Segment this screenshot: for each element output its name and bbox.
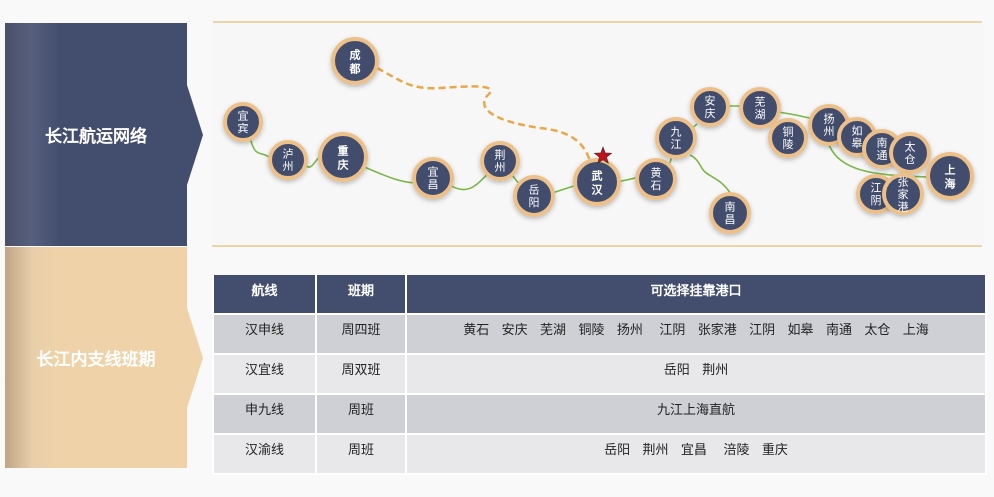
port-node[interactable]: 武汉 bbox=[573, 158, 621, 206]
port-node[interactable]: 九江 bbox=[655, 117, 697, 159]
port-label: 海 bbox=[945, 176, 956, 190]
port-label: 荆 bbox=[495, 149, 506, 162]
port-label: 石 bbox=[651, 179, 662, 192]
port-label: 泸 bbox=[283, 148, 294, 161]
header-ports: 可选择挂靠港口 bbox=[405, 275, 987, 315]
port-node[interactable]: 张家港 bbox=[882, 173, 924, 215]
port-node[interactable]: 太仓 bbox=[889, 132, 931, 174]
port-label: 成 bbox=[350, 47, 361, 61]
port-label: 通 bbox=[877, 149, 888, 162]
port-node[interactable]: 南通 bbox=[862, 129, 902, 169]
port-node[interactable]: 成都 bbox=[331, 37, 379, 85]
port-label: 汉 bbox=[592, 182, 604, 196]
port-label: 江 bbox=[871, 182, 882, 195]
port-label: 家 bbox=[898, 187, 909, 201]
schedule-table: 航线 班期 可选择挂靠港口 汉申线 周四班 黄石 安庆 芜湖 铜陵 扬州 江阴 张家… bbox=[212, 275, 987, 475]
port-label: 安 bbox=[705, 94, 716, 108]
cell-schedule: 周双班 bbox=[315, 353, 407, 395]
port-label: 湖 bbox=[755, 108, 766, 121]
port-node[interactable]: 岳阳 bbox=[513, 175, 555, 217]
port-node[interactable]: 泸州 bbox=[268, 140, 308, 180]
port-node[interactable]: 上海 bbox=[926, 152, 974, 200]
table-row: 汉渝线 周班 岳阳 荆州 宜昌 涪陵 重庆 bbox=[212, 433, 987, 475]
port-node[interactable]: 宜昌 bbox=[412, 157, 454, 199]
port-label: 黄 bbox=[651, 166, 662, 180]
port-label: 昌 bbox=[428, 178, 439, 191]
cell-schedule: 周四班 bbox=[315, 313, 407, 355]
river-branch-line bbox=[689, 154, 735, 201]
port-label: 九 bbox=[671, 126, 682, 139]
port-node[interactable]: 重庆 bbox=[318, 132, 368, 182]
port-label: 港 bbox=[898, 200, 909, 213]
port-node[interactable]: 荆州 bbox=[480, 141, 520, 181]
port-label: 宾 bbox=[238, 121, 249, 135]
cell-route: 申九线 bbox=[212, 393, 317, 435]
port-node[interactable]: 芜湖 bbox=[739, 87, 781, 129]
port-label: 阳 bbox=[529, 196, 540, 209]
section-arrow bbox=[187, 85, 203, 185]
cell-schedule: 周班 bbox=[315, 433, 407, 475]
port-label: 州 bbox=[283, 160, 294, 173]
network-label: 长江航运网络 bbox=[45, 127, 147, 147]
port-label: 庆 bbox=[705, 106, 716, 120]
port-label: 上 bbox=[945, 162, 956, 176]
port-label: 宜 bbox=[238, 109, 249, 123]
port-label: 都 bbox=[349, 61, 361, 75]
cell-schedule: 周班 bbox=[315, 393, 407, 435]
schedule-label: 长江内支线班期 bbox=[36, 350, 156, 370]
port-label: 陵 bbox=[783, 138, 794, 151]
port-label: 太 bbox=[905, 141, 916, 154]
divider bbox=[213, 21, 982, 23]
port-label: 岳 bbox=[529, 184, 540, 197]
table-row: 申九线 周班 九江上海直航 bbox=[212, 393, 987, 435]
port-label: 张 bbox=[898, 175, 909, 188]
header-route: 航线 bbox=[212, 275, 317, 315]
port-label: 芜 bbox=[755, 95, 766, 109]
port-label: 阴 bbox=[871, 194, 882, 207]
divider bbox=[212, 245, 982, 247]
section-label-network: 长江航运网络 bbox=[5, 23, 187, 246]
cell-ports: 九江上海直航 bbox=[405, 393, 987, 435]
cell-route: 汉渝线 bbox=[212, 433, 317, 475]
port-label: 南 bbox=[877, 137, 888, 150]
port-label: 昌 bbox=[725, 213, 736, 226]
port-node[interactable]: 宜宾 bbox=[223, 102, 263, 142]
port-label: 南 bbox=[725, 201, 736, 214]
table-row: 汉宜线 周双班 岳阳 荆州 bbox=[212, 353, 987, 395]
port-node[interactable]: 黄石 bbox=[635, 158, 677, 200]
port-label: 扬 bbox=[824, 112, 835, 126]
port-node[interactable]: 铜陵 bbox=[768, 118, 808, 158]
section-arrow bbox=[187, 308, 203, 408]
port-label: 州 bbox=[495, 161, 506, 174]
port-label: 仓 bbox=[905, 152, 916, 166]
port-node[interactable]: 安庆 bbox=[690, 87, 730, 127]
star-icon bbox=[593, 146, 613, 164]
table-row: 汉申线 周四班 黄石 安庆 芜湖 铜陵 扬州 江阴 张家港 江阴 如皋 南通 太仓 … bbox=[212, 313, 987, 355]
port-label: 宜 bbox=[428, 165, 439, 179]
port-label: 重 bbox=[338, 143, 349, 157]
section-label-schedule: 长江内支线班期 bbox=[5, 247, 187, 468]
port-label: 皋 bbox=[852, 136, 863, 150]
cell-route: 汉申线 bbox=[212, 313, 317, 355]
port-label: 庆 bbox=[337, 157, 349, 171]
cell-ports: 岳阳 荆州 宜昌 涪陵 重庆 bbox=[405, 433, 987, 475]
port-label: 如 bbox=[852, 124, 863, 138]
port-label: 州 bbox=[824, 125, 835, 138]
port-node[interactable]: 南昌 bbox=[709, 192, 751, 234]
chengdu-wuhan-route bbox=[376, 66, 592, 161]
port-label: 铜 bbox=[783, 125, 794, 139]
cell-route: 汉宜线 bbox=[212, 353, 317, 395]
port-label: 武 bbox=[592, 168, 603, 182]
cell-ports: 岳阳 荆州 bbox=[405, 353, 987, 395]
port-label: 江 bbox=[671, 138, 682, 151]
cell-ports: 黄石 安庆 芜湖 铜陵 扬州 江阴 张家港 江阴 如皋 南通 太仓 上海 bbox=[405, 313, 987, 355]
header-schedule: 班期 bbox=[315, 275, 407, 315]
